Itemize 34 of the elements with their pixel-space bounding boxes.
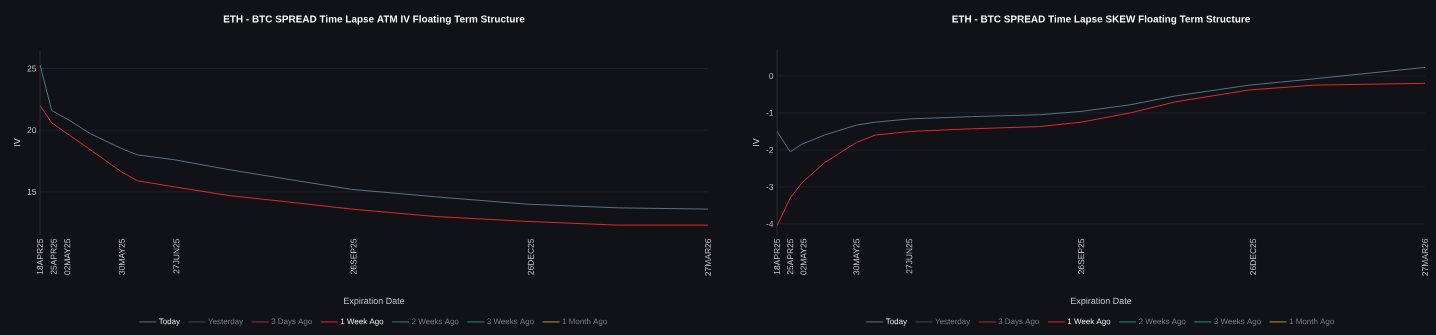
- x-tick-label: 26DEC25: [1250, 238, 1257, 275]
- y-axis-title: IV: [14, 138, 21, 146]
- x-tick-label: 18APR25: [774, 238, 781, 275]
- x-tick-label: 27JUN25: [173, 238, 180, 274]
- line-series: [777, 82, 1426, 227]
- x-tick-label: 02MAY25: [64, 238, 71, 275]
- x-tick-label: 27MAR26: [705, 238, 712, 276]
- x-tick-label: 26DEC25: [527, 238, 534, 275]
- y-tick-label: -3: [766, 183, 774, 190]
- line-series: [40, 64, 709, 210]
- x-tick-label: 25APR25: [50, 238, 57, 275]
- x-axis-title: Expiration Date: [344, 297, 405, 306]
- x-tick-label: 30MAY25: [118, 238, 125, 275]
- y-tick-label: -2: [766, 146, 774, 153]
- y-axis-title: IV: [752, 138, 760, 146]
- y-tick-label: -1: [766, 109, 774, 116]
- y-tick-label: 0: [769, 72, 774, 79]
- chart-title: ETH - BTC SPREAD Time Lapse SKEW Floating Term Structure: [952, 15, 1250, 25]
- chart-title: ETH - BTC SPREAD Time Lapse ATM IV Floating Term Structure: [223, 15, 525, 25]
- y-tick-label: 20: [27, 127, 37, 134]
- x-tick-label: 26SEP25: [1078, 238, 1085, 274]
- y-tick-label: 25: [27, 65, 37, 72]
- x-tick-label: 30MAY25: [853, 238, 860, 275]
- y-tick-label: -4: [766, 220, 774, 227]
- line-series: [777, 66, 1426, 153]
- x-tick-label: 27MAR26: [1422, 238, 1429, 276]
- x-tick-label: 26SEP25: [350, 238, 357, 274]
- x-axis-title: Expiration Date: [1071, 297, 1132, 306]
- x-tick-label: 25APR25: [787, 238, 794, 275]
- x-tick-label: 18APR25: [37, 238, 43, 275]
- line-series: [40, 105, 709, 226]
- x-tick-label: 27JUN25: [906, 238, 913, 274]
- y-tick-label: 15: [27, 188, 37, 195]
- x-tick-label: 02MAY25: [800, 238, 807, 275]
